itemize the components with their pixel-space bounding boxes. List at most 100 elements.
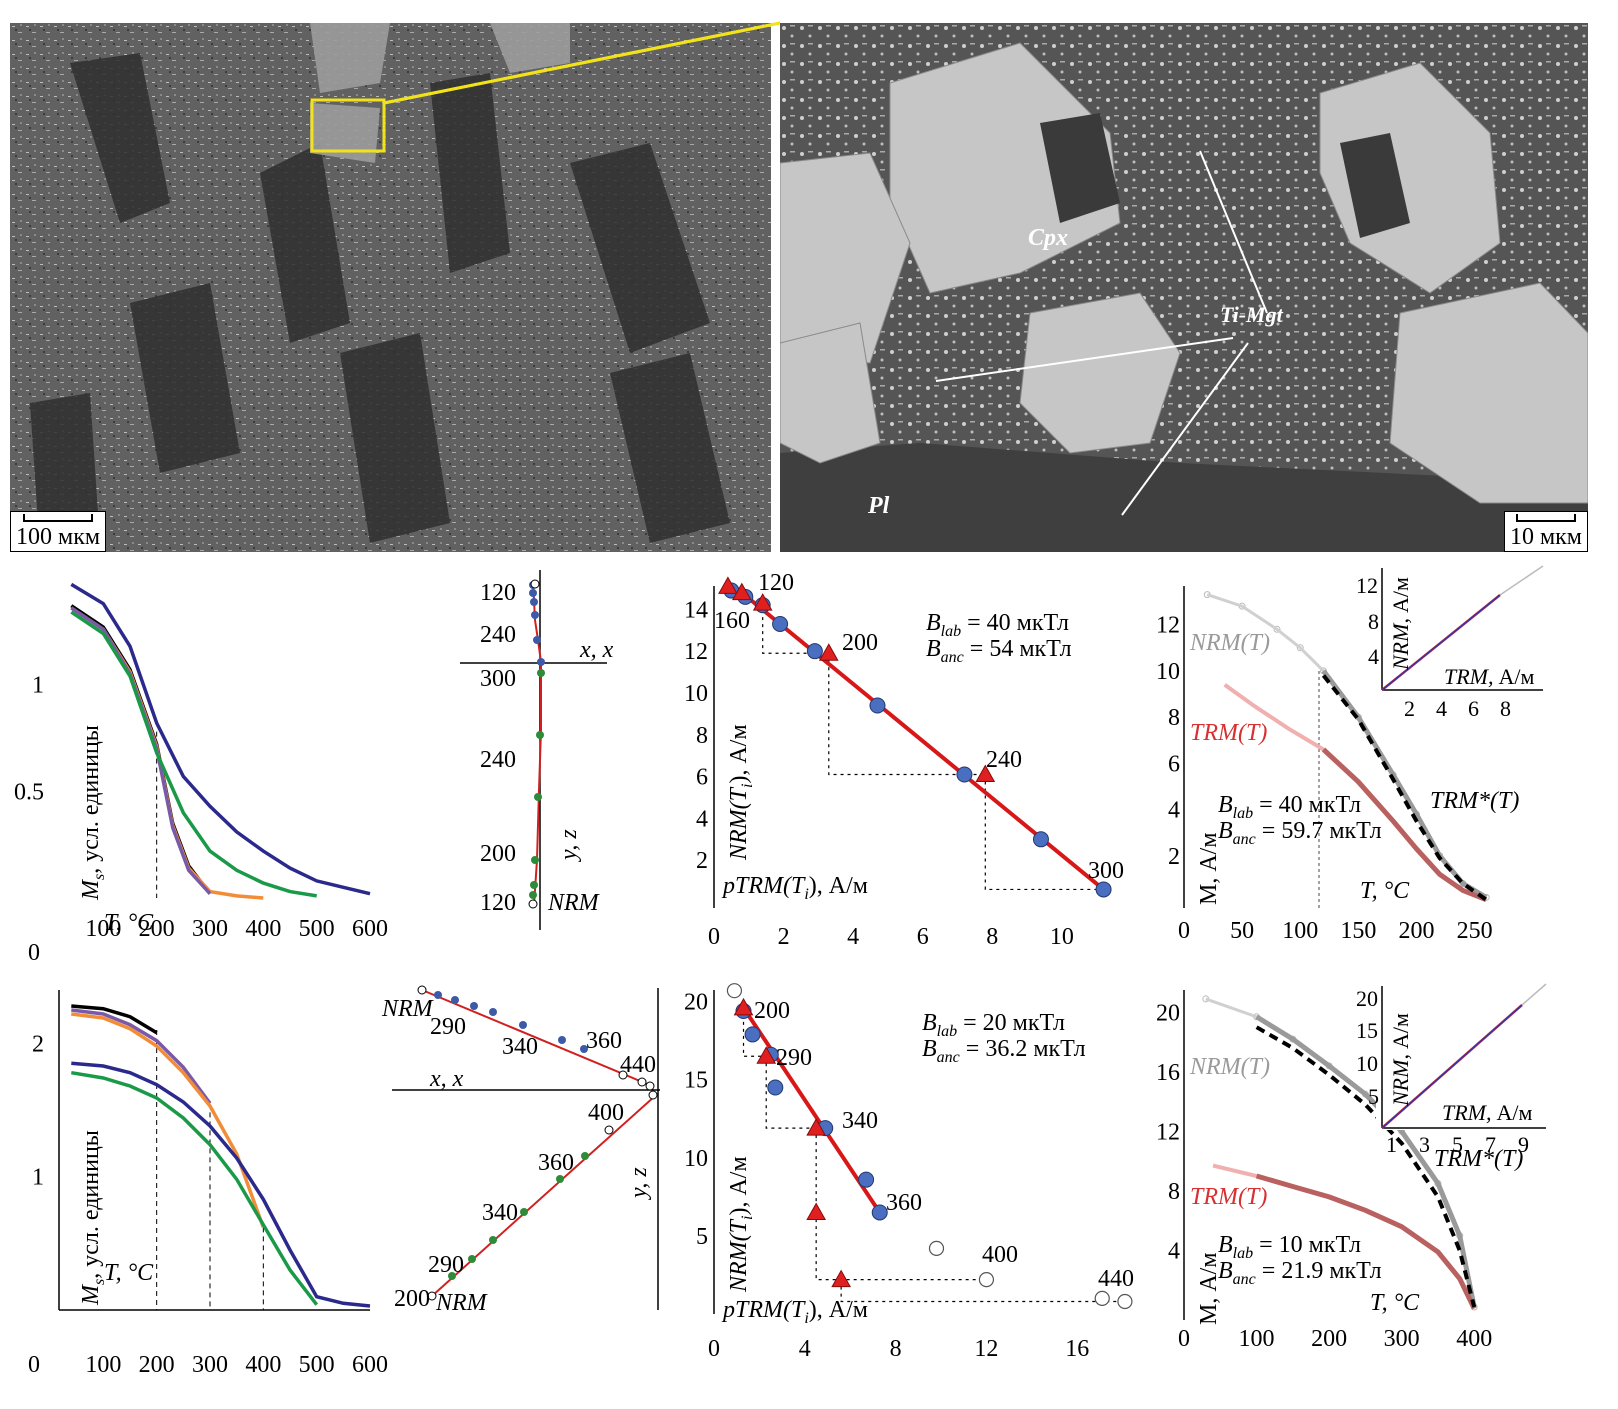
ms1-series-0 (70, 582, 371, 896)
row2-wilson-xlabel: T, °C (1370, 1290, 1420, 1316)
ar1-circle-4 (806, 643, 823, 660)
row2-ms-origin: 0 (28, 1352, 40, 1378)
wi2-trmstar (1255, 1025, 1477, 1308)
ms2-series-0 (71, 1004, 158, 1035)
row1-arai-chart: 0 2 4 6 8 10 2 4 6 8 10 12 14 pTRM(Ti), А/м NRM(Ti)… (684, 570, 1124, 950)
ar1-triangle-2 (752, 593, 773, 611)
ar1-circle-5 (869, 697, 886, 714)
row1-ms-xlabel: T, °C (104, 910, 154, 936)
ms1-ytick-1: 1 (32, 673, 44, 699)
row2-zij-label-340: 340 (502, 1034, 538, 1060)
wi2-xtick-300: 300 (1384, 1326, 1420, 1352)
ar2-xtick-16: 16 (1065, 1336, 1089, 1362)
row2-zij-label-360b: 360 (538, 1150, 574, 1176)
row1-wilson-trm-label: TRM(T) (1190, 720, 1267, 746)
row2-wilson-inset: 20 15 10 5 1 3 5 7 9 TRM, А/м NRM,А/м (1356, 980, 1547, 1157)
row2-wilson-trm-label: TRM(T) (1190, 1184, 1267, 1210)
ar1-triangle-0 (718, 576, 738, 594)
wi1-ytick-4: 4 (1168, 798, 1180, 824)
row2-wilson-chart: 0 100 200 300 400 4 8 12 16 20 NRM(T) TRM(T) TRM… (1156, 980, 1547, 1352)
row2-ms-series (71, 1004, 371, 1310)
row2-arai-banc: Banc = 36.2 мкТл (922, 1036, 1086, 1066)
row1-inset-xtick-8: 8 (1500, 696, 1511, 721)
row1-wilson-yticks: 2 4 6 8 10 12 (1156, 613, 1180, 870)
ms1-xtick-200: 200 (139, 916, 175, 942)
row2-arai-points (726, 983, 1133, 1310)
sem-image-detail: Cpx Ti-Mgt Pl 10 мкм (780, 23, 1588, 552)
wi1-nrm-pt-3 (1296, 644, 1304, 652)
scale-bar-detail: 10 мкм (1503, 511, 1588, 552)
ar1-guide-0 (762, 603, 829, 654)
wi2-xtick-400: 400 (1456, 1326, 1492, 1352)
ar1-circle-6 (956, 766, 973, 783)
row2-zij-label-200: 200 (394, 1286, 430, 1312)
row1-arai-label-300: 300 (1088, 858, 1124, 884)
row2-zij-axis-h: x, x (429, 1066, 464, 1092)
ar1-ytick-14: 14 (684, 597, 708, 623)
wi2-ytick-8: 8 (1168, 1179, 1180, 1205)
ar1-ytick-2: 2 (696, 848, 708, 874)
wi1-ytick-10: 10 (1156, 659, 1180, 685)
row2-zij-label-290: 290 (430, 1014, 466, 1040)
row2-ms-ylabel: Ms, усл. единицы (78, 1130, 108, 1306)
wi1-ytick-6: 6 (1168, 751, 1180, 777)
row1-inset-ytick-8: 8 (1368, 609, 1379, 634)
row1-ms-series (70, 582, 371, 900)
ar2-xtick-0: 0 (708, 1336, 720, 1362)
ar1-xtick-10: 10 (1050, 924, 1074, 950)
row1-arai-label-120: 120 (758, 570, 794, 596)
ar2-circle-6 (871, 1204, 888, 1221)
label-cpx: Cpx (1028, 225, 1068, 251)
ar2-open-2 (978, 1272, 995, 1288)
row1-arai-xlabel: pTRM(Ti), А/м (721, 873, 868, 903)
ar1-ytick-10: 10 (684, 681, 708, 707)
label-pl: Pl (867, 493, 890, 519)
row2-inset-xtick-3: 3 (1419, 1132, 1430, 1157)
row2-inset-xtick-7: 7 (1485, 1132, 1496, 1157)
row2-inset-ytick-10: 10 (1356, 1051, 1378, 1076)
row2-zij-nrm-top: NRM (381, 996, 435, 1022)
row1-wilson-banc: Banc = 59.7 мкТл (1218, 818, 1382, 848)
row1-arai-yticks: 2 4 6 8 10 12 14 (684, 597, 708, 874)
row1-zij-label-240b: 240 (480, 747, 516, 773)
ms1-series-4 (70, 610, 317, 898)
ms2-xtick-100: 100 (85, 1352, 121, 1378)
row1-wilson-inset: 12 8 4 2 4 6 8 TRM, А/м NRM,А/м (1356, 560, 1544, 721)
ar2-triangle-4 (831, 1269, 851, 1288)
row2-inset-ylabel: NRM,А/м (1388, 1013, 1413, 1107)
row2-arai-yticks: 5 10 15 20 (684, 990, 708, 1250)
row1-arai-points (718, 576, 1112, 898)
ar2-triangle-1 (756, 1046, 777, 1064)
row1-zij-axis-v: y, z (556, 829, 582, 862)
wi2-ytick-20: 20 (1156, 1000, 1180, 1026)
wi2-xtick-0: 0 (1178, 1326, 1190, 1352)
ar2-triangle-0 (733, 997, 754, 1016)
row2-inset-xtick-1: 1 (1386, 1132, 1397, 1157)
row2-ms-yticks: 12 (32, 1031, 44, 1190)
ar2-open-0 (726, 983, 743, 999)
ms1-ytick-0.5: 0.5 (14, 779, 44, 805)
row1-wilson-blab: Blab = 40 мкТл (1218, 792, 1361, 822)
wi1-xtick-200: 200 (1398, 918, 1434, 944)
ar1-xtick-0: 0 (708, 924, 720, 950)
ar2-xtick-4: 4 (799, 1336, 811, 1362)
ar2-triangle-3 (806, 1202, 827, 1220)
row1-wilson-trmstar-label: TRM*(T) (1430, 788, 1519, 814)
wi1-trmstar (1321, 674, 1488, 902)
row2-wilson-yticks: 4 8 12 16 20 (1156, 1000, 1180, 1264)
sem-image-overview: 100 мкм (10, 23, 771, 552)
ms2-series-3 (71, 1061, 371, 1308)
row2-inset-xtick-9: 9 (1518, 1132, 1529, 1157)
ms2-xtick-200: 200 (139, 1352, 175, 1378)
row2-arai-label-440: 440 (1098, 1266, 1134, 1292)
row2-arai-label-360: 360 (886, 1190, 922, 1216)
row2-wilson-nrm-label: NRM(T) (1189, 1054, 1270, 1080)
wi1-ytick-2: 2 (1168, 844, 1180, 870)
ar2-ytick-20: 20 (684, 990, 708, 1016)
row1-wilson-xlabel: T, °C (1360, 878, 1410, 904)
ar2-circle-5 (858, 1171, 875, 1188)
wi2-ytick-12: 12 (1156, 1119, 1180, 1145)
row2-arai-chart: 0 4 8 12 16 5 10 15 20 pTRM(Ti), А/м NRM(Ti), А… (684, 983, 1134, 1362)
row1-ms-chart: 0 100 200 300 400 500 600 0.51 T, °C Ms, усл.… (14, 582, 388, 966)
ar1-guide-2 (984, 774, 1104, 891)
